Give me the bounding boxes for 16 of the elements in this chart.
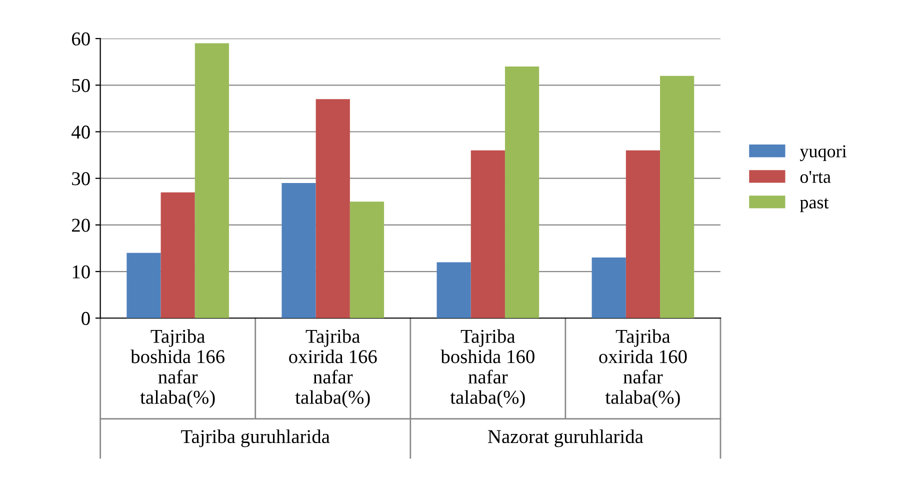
legend-label: o'rta — [800, 170, 831, 183]
x-tick-label: Tajriba boshida 160 nafar talaba(%) — [440, 329, 534, 408]
y-tick-label: 30 — [72, 172, 90, 186]
legend-label: yuqori — [800, 145, 846, 162]
y-tick-label: 0 — [82, 312, 90, 326]
y-tick-label: 40 — [72, 126, 90, 139]
y-tick-label: 10 — [72, 265, 90, 278]
text: Tajriba guruhlarida — [181, 429, 330, 448]
text: Nazorat guruhlarida — [488, 429, 644, 448]
x-tick-label: Tajriba oxirida 160 nafar talaba(%) — [599, 329, 687, 408]
x-tick-label: Tajriba boshida 166 nafar talaba(%) — [130, 329, 225, 408]
y-tick-label: 20 — [72, 218, 90, 232]
y-tick-label: 50 — [72, 78, 90, 92]
legend-label: past — [800, 198, 829, 212]
y-tick-label: 60 — [72, 32, 90, 46]
x-tick-label: Tajriba oxirida 166 nafar talaba(%) — [289, 329, 377, 408]
